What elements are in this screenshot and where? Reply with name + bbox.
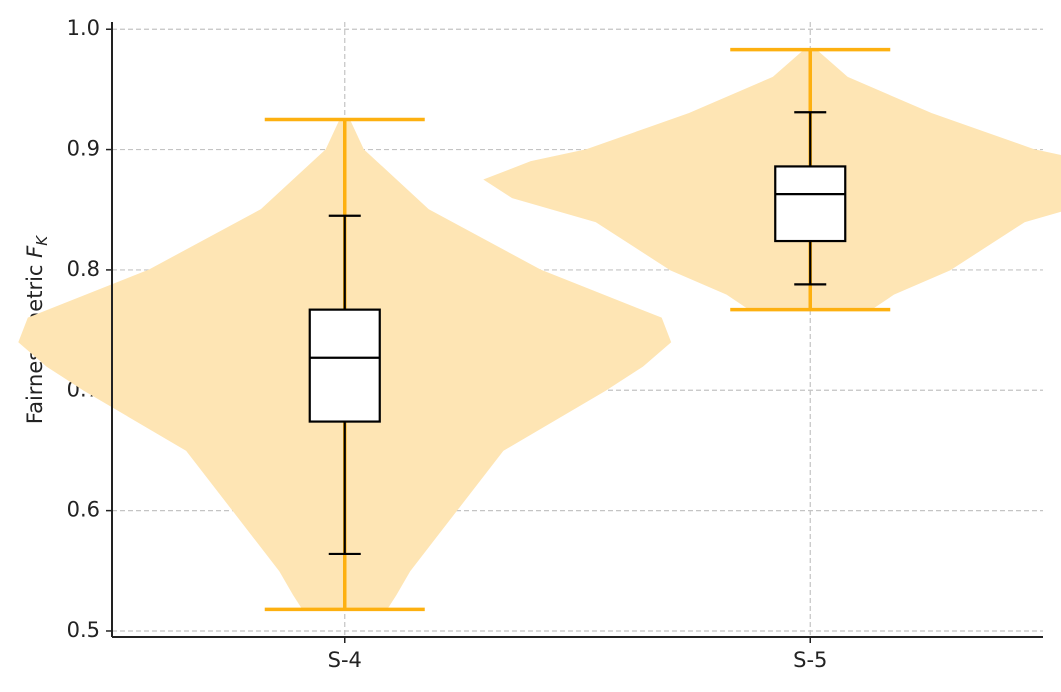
box xyxy=(308,308,381,423)
y-axis-label-symbol: F xyxy=(23,245,47,258)
violin-body xyxy=(809,49,1061,311)
y-axis-label-subscript: K xyxy=(33,235,51,246)
violin-body xyxy=(344,118,672,610)
violin-body xyxy=(18,118,346,610)
x-tick-label: S-4 xyxy=(328,648,362,672)
y-tick-label: 0.6 xyxy=(67,498,100,522)
box xyxy=(774,165,847,243)
y-tick-label: 0.9 xyxy=(67,137,100,161)
y-tick-label: 0.8 xyxy=(67,257,100,281)
violin-body xyxy=(483,49,811,311)
y-tick-label: 0.5 xyxy=(67,618,100,642)
y-tick-label: 1.0 xyxy=(67,16,100,40)
x-tick-label: S-5 xyxy=(793,648,827,672)
